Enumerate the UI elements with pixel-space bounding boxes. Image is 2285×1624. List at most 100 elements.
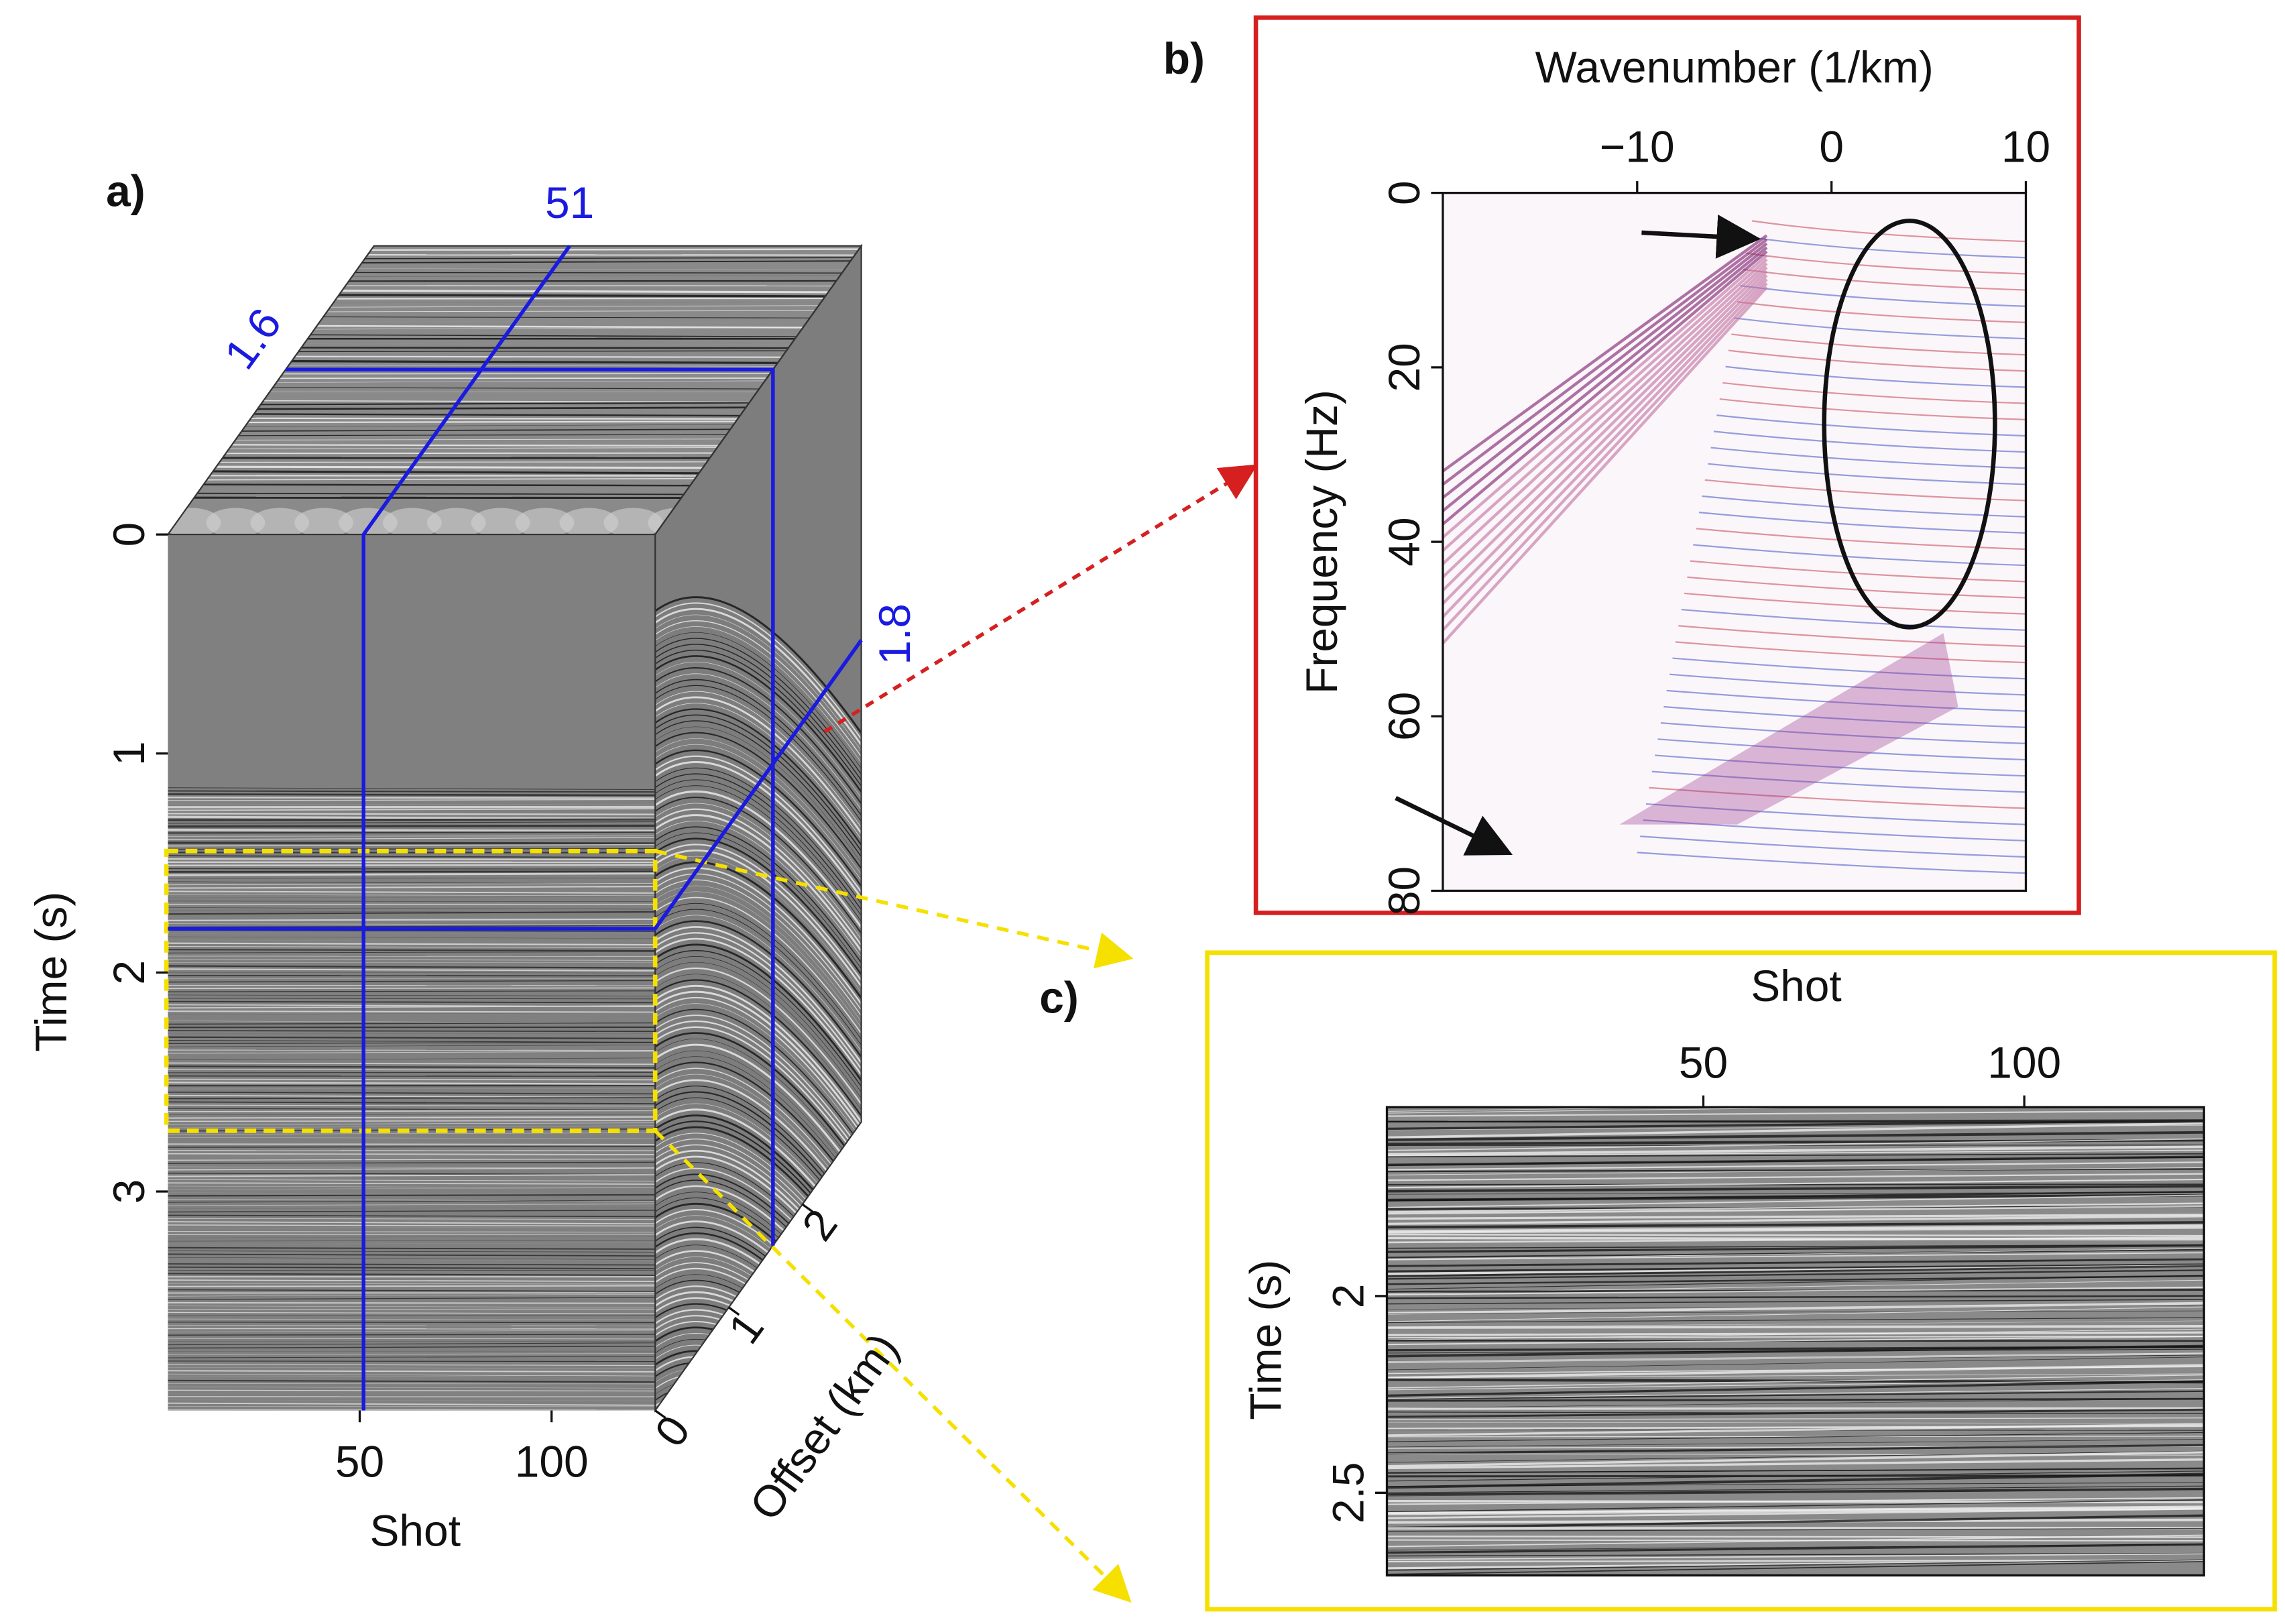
texture [655,896,862,1045]
texture [655,767,862,915]
texture [168,1266,656,1269]
pointer-arrow [1641,215,1761,259]
texture [1387,1559,2205,1571]
texture [1387,1138,2205,1151]
tick-label: 0 [1379,180,1429,205]
texture [168,886,656,889]
texture [168,918,656,921]
texture [168,1108,656,1111]
texture [168,1379,656,1383]
texture [471,508,530,535]
tick-label: −10 [1600,122,1675,172]
panel-label: a) [106,166,145,215]
texture [1387,1458,2205,1470]
texture [1708,463,2026,485]
texture [1387,1439,2205,1448]
texture [1387,1265,2205,1277]
texture [1387,1301,2205,1315]
texture [168,1289,656,1292]
texture [168,829,656,832]
texture [655,720,862,868]
texture [1442,270,1768,592]
texture [168,1200,656,1203]
tick-label: 0 [104,522,154,547]
texture [168,868,656,870]
texture [1387,1560,2205,1575]
texture [1387,1221,2205,1229]
texture [1387,1317,2205,1324]
texture [1704,479,2026,502]
texture [1387,1408,2205,1418]
texture [168,1033,656,1034]
texture [168,1185,656,1188]
texture [168,1179,656,1181]
texture [1649,787,2026,809]
texture [1387,1110,2205,1117]
texture [382,508,442,535]
texture [1442,278,1768,618]
texture [655,726,862,874]
texture [1643,819,2026,842]
texture [168,980,656,983]
texture [655,607,862,756]
texture [168,962,656,963]
texture [168,1342,656,1346]
texture [168,1040,656,1043]
texture [168,1204,656,1206]
tick-label: 1 [104,741,154,766]
pointer-arrow [1395,796,1513,856]
texture [655,932,862,1080]
texture [655,1003,862,1151]
texture [655,773,862,921]
texture [168,1036,656,1039]
texture [168,936,656,939]
texture [655,696,862,844]
texture [655,738,862,885]
texture [168,972,656,974]
texture [1387,1432,2205,1442]
texture [1387,1451,2205,1468]
texture [655,708,862,856]
texture [168,939,656,942]
texture [1387,1422,2205,1424]
texture [168,1054,656,1057]
slice-line [168,639,863,931]
texture [1657,738,2026,761]
texture [168,842,656,845]
texture [655,974,862,1121]
texture [655,620,862,768]
texture [655,956,862,1103]
texture [168,808,656,811]
texture [1387,1248,2205,1260]
texture [426,508,486,535]
texture [1387,1244,2205,1249]
texture [168,1364,656,1367]
tick-label: 2 [1323,1284,1372,1309]
texture [655,926,862,1074]
texture [1387,1397,2205,1402]
texture [168,831,656,834]
texture [168,1088,656,1090]
texture [1387,1130,2205,1141]
texture [168,835,656,837]
texture [655,644,862,791]
texture [655,1056,862,1204]
texture [1387,1352,2205,1364]
texture [1387,1325,2205,1329]
texture [168,1005,656,1009]
texture [168,373,862,375]
texture [168,1330,656,1332]
texture [1387,1380,2205,1397]
tick-label: 2.5 [1323,1462,1372,1524]
texture [655,903,862,1050]
texture [1387,1173,2205,1181]
texture [168,1092,656,1095]
texture [206,508,266,535]
texture [1387,1299,2205,1305]
texture [1387,1178,2205,1189]
texture [168,1114,656,1115]
tick-label: 40 [1379,517,1429,566]
texture [168,1375,656,1378]
texture [1655,754,2026,777]
texture [168,380,862,384]
